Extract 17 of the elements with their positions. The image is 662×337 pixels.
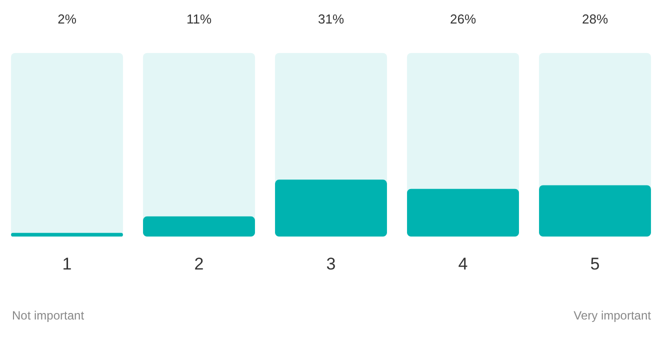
x-tick-label: 4 [458, 254, 468, 274]
x-tick-label: 1 [62, 254, 72, 274]
x-tick-label: 2 [194, 254, 204, 274]
bar [275, 180, 387, 237]
bar [539, 185, 651, 237]
data-label: 11% [186, 12, 212, 27]
data-label: 26% [450, 12, 476, 27]
x-tick-label: 5 [590, 254, 600, 274]
text: Not important [12, 308, 85, 322]
bar [407, 188, 519, 237]
data-label: 2% [58, 12, 77, 27]
data-label: 28% [582, 12, 608, 27]
bar [143, 216, 255, 237]
x-tick-label: 3 [326, 254, 336, 274]
data-label: 31% [318, 12, 344, 27]
text: Very important [574, 308, 652, 322]
bar [11, 232, 123, 237]
